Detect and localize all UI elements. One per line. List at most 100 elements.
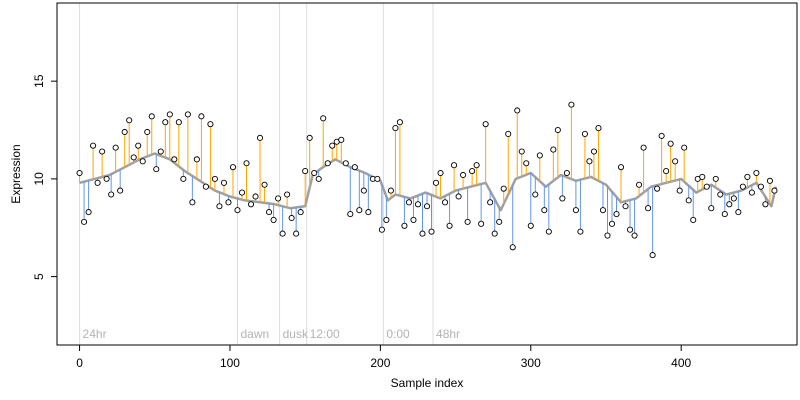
y-tick-label: 5: [32, 273, 46, 280]
data-point: [473, 162, 480, 169]
data-point: [757, 183, 764, 190]
data-point: [266, 209, 273, 216]
data-point: [284, 191, 291, 198]
data-point: [640, 144, 647, 151]
data-point: [672, 158, 679, 165]
data-point: [590, 148, 598, 155]
data-point: [500, 185, 507, 192]
data-point: [243, 160, 250, 167]
data-point: [712, 175, 719, 182]
data-point: [220, 179, 228, 186]
data-point: [545, 228, 552, 235]
data-point: [604, 232, 611, 239]
data-point: [378, 226, 385, 233]
data-point: [247, 201, 255, 208]
data-point: [667, 140, 674, 147]
data-point: [451, 162, 458, 169]
data-point: [455, 193, 462, 200]
data-point: [135, 142, 142, 149]
data-point: [360, 187, 367, 194]
data-point: [482, 121, 489, 128]
data-point: [347, 211, 354, 218]
data-point: [509, 244, 516, 251]
data-point: [681, 144, 688, 151]
data-point: [636, 181, 643, 188]
data-point: [396, 119, 403, 126]
data-point: [414, 201, 422, 208]
data-points: [76, 101, 778, 259]
data-point: [94, 179, 101, 186]
annotation-lines: [79, 3, 434, 345]
data-point: [523, 160, 530, 167]
data-point: [563, 169, 570, 177]
data-point: [496, 218, 503, 225]
x-axis: 0 100 200 300 400: [76, 344, 692, 370]
data-point: [275, 195, 282, 202]
data-point: [99, 148, 106, 155]
x-tick-label: 400: [671, 356, 691, 370]
data-point: [157, 148, 164, 155]
data-point: [708, 205, 715, 212]
data-point: [487, 199, 494, 206]
data-point: [405, 199, 413, 206]
data-point: [717, 191, 724, 198]
data-point: [748, 189, 755, 196]
data-point: [76, 169, 83, 177]
data-point: [581, 130, 588, 137]
data-point: [297, 209, 304, 216]
data-point: [166, 111, 173, 118]
data-point: [144, 128, 151, 136]
data-point: [342, 160, 349, 167]
x-tick-label: 100: [220, 356, 240, 370]
data-point: [595, 125, 602, 132]
data-point: [207, 121, 214, 128]
data-point: [622, 203, 629, 210]
data-point: [658, 132, 665, 139]
data-point: [184, 111, 191, 118]
y-axis-label: Expression: [9, 144, 23, 203]
plot-frame: [56, 2, 798, 346]
data-point: [225, 199, 232, 206]
data-point: [572, 207, 579, 214]
data-point: [229, 164, 237, 171]
data-point: [423, 203, 431, 210]
annotation-label: 12:00: [310, 327, 340, 341]
data-point: [730, 195, 737, 202]
data-point: [202, 183, 209, 190]
data-point: [428, 228, 435, 235]
data-point: [261, 181, 268, 188]
y-tick-label: 10: [32, 172, 46, 186]
data-point: [676, 187, 683, 194]
data-point: [374, 175, 381, 182]
x-tick-label: 300: [521, 356, 541, 370]
data-point: [302, 168, 309, 175]
data-point: [645, 205, 652, 212]
data-point: [527, 222, 534, 229]
data-point: [518, 148, 525, 155]
data-point: [744, 173, 751, 180]
data-point: [175, 119, 182, 126]
data-point: [315, 175, 322, 182]
data-point: [762, 201, 769, 208]
data-point: [491, 230, 498, 237]
x-tick-label: 0: [76, 356, 83, 370]
data-point: [469, 168, 476, 175]
annotation-label: dawn: [240, 327, 269, 341]
data-point: [108, 191, 115, 198]
data-point: [410, 216, 417, 223]
data-point: [721, 211, 728, 218]
data-point: [171, 156, 178, 163]
data-point: [766, 177, 773, 184]
data-point: [401, 222, 408, 229]
data-point: [626, 226, 634, 233]
data-point: [81, 218, 88, 225]
data-point: [252, 193, 259, 200]
data-point: [432, 179, 440, 186]
data-point: [153, 166, 160, 173]
data-point: [216, 203, 223, 210]
data-point: [577, 228, 584, 235]
data-point: [238, 189, 246, 196]
data-point: [514, 107, 521, 114]
annotation-label: dusk: [283, 327, 309, 341]
